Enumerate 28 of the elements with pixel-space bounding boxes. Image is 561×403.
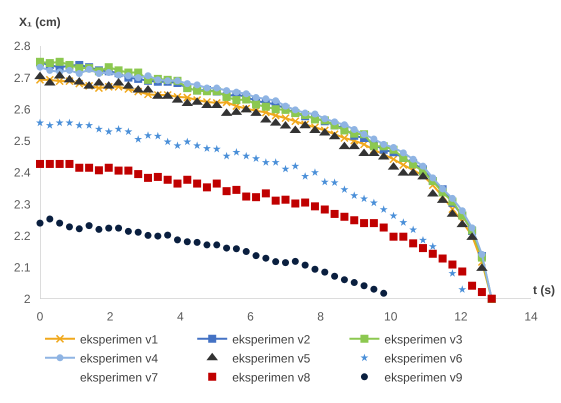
- y-tick-label: 2.1: [14, 260, 31, 275]
- y-tick-label: 2.8: [14, 39, 31, 54]
- x-tick-label: 14: [524, 309, 538, 324]
- legend-label: eksperimen v1: [80, 332, 158, 346]
- x-tick-label: 0: [36, 309, 44, 324]
- legend-label: eksperimen v9: [384, 370, 463, 384]
- y-tick-label: 2.5: [14, 134, 31, 148]
- legend-label: eksperimen v2: [232, 332, 311, 346]
- y-tick-label: 2.2: [14, 228, 31, 243]
- legend-label: eksperimen v5: [232, 351, 311, 366]
- y-tick-label: 2.6: [14, 102, 31, 116]
- legend-label: eksperimen v8: [232, 370, 311, 384]
- legend-label: eksperimen v6: [384, 351, 463, 366]
- y-axis-title: X₁ (cm): [19, 15, 61, 29]
- x-tick-label: 2: [106, 309, 114, 324]
- legend-label: eksperimen v4: [80, 351, 158, 366]
- x-axis-title: t (s): [533, 283, 555, 297]
- y-tick-label: 2: [24, 292, 31, 306]
- x-tick-label: 4: [176, 309, 184, 324]
- text: eksperimen v7: [80, 370, 158, 384]
- x-tick-label: 8: [317, 309, 324, 324]
- y-tick-label: 2.7: [14, 70, 31, 85]
- y-tick-label: 2.4: [14, 166, 31, 180]
- legend-label: eksperimen v3: [384, 332, 463, 346]
- y-tick-label: 2.3: [14, 197, 31, 212]
- x-tick-label: 12: [454, 309, 468, 324]
- x-tick-label: 6: [247, 309, 254, 324]
- x-tick-label: 10: [384, 309, 398, 324]
